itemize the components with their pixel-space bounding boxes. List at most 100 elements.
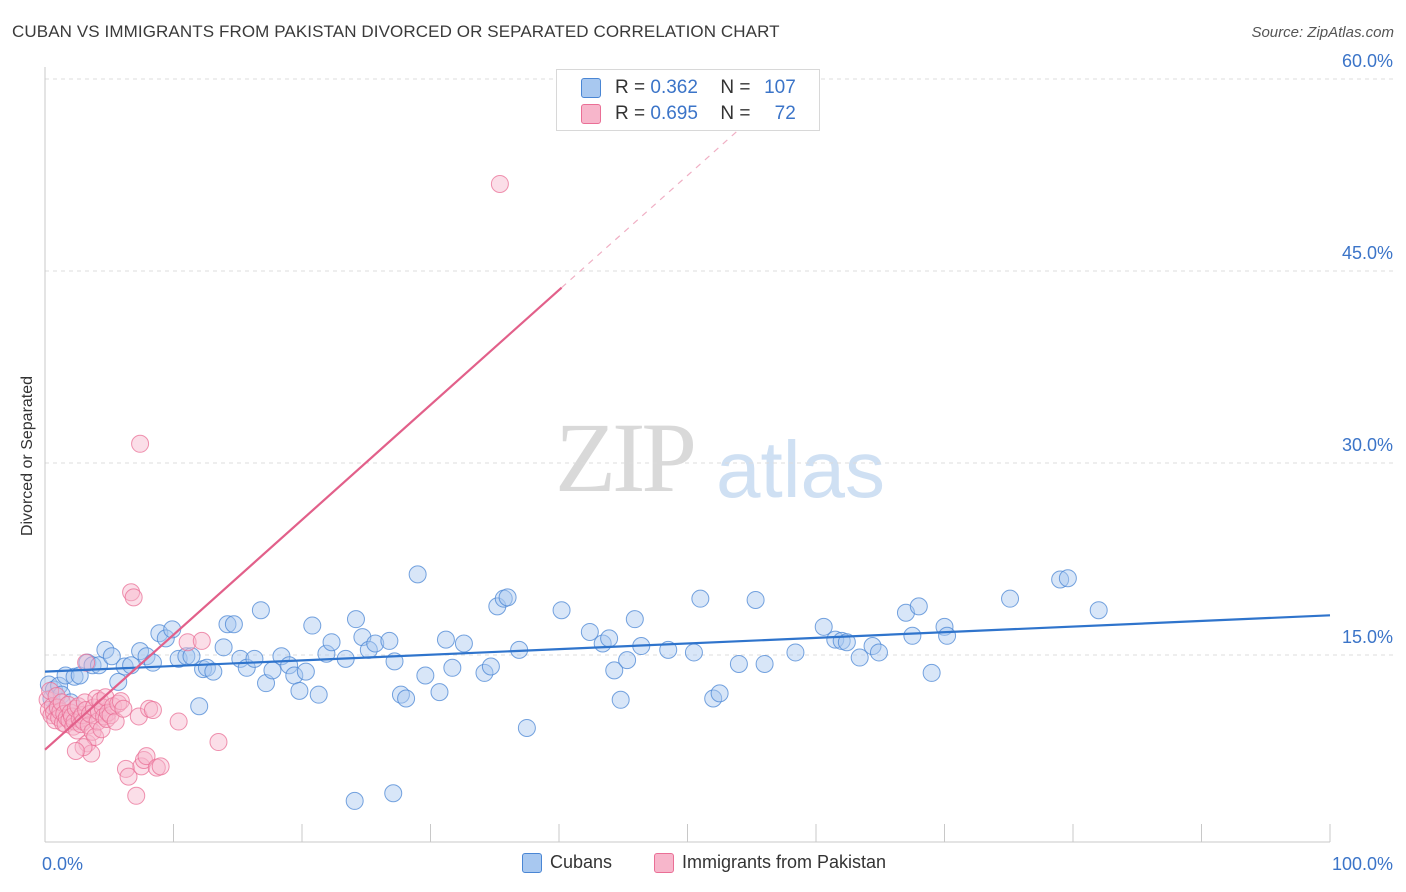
cuban-point[interactable] xyxy=(137,647,156,666)
pakistan-point[interactable] xyxy=(82,744,101,763)
pakistan-point[interactable] xyxy=(127,786,146,805)
pakistan-point[interactable] xyxy=(151,757,170,776)
pakistan-point[interactable] xyxy=(137,747,156,766)
cubans-trend-line xyxy=(44,614,1331,673)
cuban-point[interactable] xyxy=(1089,601,1108,620)
cuban-point[interactable] xyxy=(755,654,774,673)
cuban-point[interactable] xyxy=(416,666,435,685)
cuban-point[interactable] xyxy=(938,626,957,645)
cuban-point[interactable] xyxy=(384,784,403,803)
cuban-point[interactable] xyxy=(251,601,270,620)
cuban-point[interactable] xyxy=(498,588,517,607)
cuban-point[interactable] xyxy=(488,597,507,616)
cuban-point[interactable] xyxy=(1001,589,1020,608)
cuban-point[interactable] xyxy=(600,629,619,648)
cuban-point[interactable] xyxy=(156,629,175,648)
pakistan-point[interactable] xyxy=(143,701,162,720)
cuban-point[interactable] xyxy=(922,663,941,682)
cuban-point[interactable] xyxy=(366,634,385,653)
cuban-point[interactable] xyxy=(746,590,765,609)
cuban-point[interactable] xyxy=(296,662,315,681)
cuban-point[interactable] xyxy=(303,616,322,635)
cuban-point[interactable] xyxy=(245,649,264,668)
pakistan-point[interactable] xyxy=(490,174,509,193)
cuban-point[interactable] xyxy=(224,615,243,634)
cuban-point[interactable] xyxy=(96,640,115,659)
cuban-point[interactable] xyxy=(346,610,365,629)
n-value: 72 xyxy=(774,103,796,124)
cuban-point[interactable] xyxy=(218,615,237,634)
cuban-point[interactable] xyxy=(204,662,223,681)
cuban-point[interactable] xyxy=(345,791,364,810)
cuban-point[interactable] xyxy=(552,601,571,620)
cuban-point[interactable] xyxy=(814,617,833,636)
cuban-point[interactable] xyxy=(443,658,462,677)
cuban-point[interactable] xyxy=(729,654,748,673)
n-value: 107 xyxy=(764,77,796,98)
cuban-point[interactable] xyxy=(322,633,341,652)
cuban-point[interactable] xyxy=(109,672,128,691)
cuban-point[interactable] xyxy=(659,640,678,659)
axes xyxy=(44,67,1331,843)
x-tick-label-min: 0.0% xyxy=(42,854,83,874)
stats-legend-row-pakistan: R = 0.695 N = 72 xyxy=(581,102,796,126)
cuban-point[interactable] xyxy=(436,630,455,649)
legend-label-cubans: Cubans xyxy=(550,852,613,872)
cuban-point[interactable] xyxy=(903,626,922,645)
chart-source: Source: ZipAtlas.com xyxy=(1251,24,1394,41)
cuban-point[interactable] xyxy=(625,610,644,629)
cuban-point[interactable] xyxy=(1051,570,1070,589)
cuban-point[interactable] xyxy=(684,643,703,662)
cuban-point[interactable] xyxy=(605,661,624,680)
pakistan-point[interactable] xyxy=(86,727,105,746)
pakistan-point[interactable] xyxy=(119,767,138,786)
cuban-point[interactable] xyxy=(580,622,599,641)
cuban-point[interactable] xyxy=(1058,569,1077,588)
cuban-point[interactable] xyxy=(290,681,309,700)
cuban-point[interactable] xyxy=(691,589,710,608)
pakistan-point[interactable] xyxy=(131,434,150,453)
cuban-point[interactable] xyxy=(102,647,121,666)
cuban-point[interactable] xyxy=(214,638,233,657)
cuban-point[interactable] xyxy=(869,643,888,662)
cuban-point[interactable] xyxy=(408,565,427,584)
cuban-point[interactable] xyxy=(786,643,805,662)
pakistan-point[interactable] xyxy=(124,588,143,607)
cuban-point[interactable] xyxy=(317,644,336,663)
cuban-point[interactable] xyxy=(380,631,399,650)
pakistan-point[interactable] xyxy=(192,631,211,650)
pakistan-point[interactable] xyxy=(77,653,96,672)
cuban-point[interactable] xyxy=(710,684,729,703)
pakistan-point[interactable] xyxy=(109,694,128,713)
pakistan-point[interactable] xyxy=(122,583,141,602)
cuban-point[interactable] xyxy=(397,689,416,708)
cuban-point[interactable] xyxy=(430,683,449,702)
cuban-point[interactable] xyxy=(826,630,845,649)
cuban-point[interactable] xyxy=(475,663,494,682)
legend-item-cubans[interactable]: Cubans xyxy=(522,852,612,873)
pakistan-legend-swatch xyxy=(654,852,674,873)
cuban-point[interactable] xyxy=(481,657,500,676)
cuban-point[interactable] xyxy=(837,633,856,652)
pakistan-trend-line xyxy=(44,286,563,751)
cuban-point[interactable] xyxy=(309,685,328,704)
pakistan-point[interactable] xyxy=(75,693,94,712)
y-tick-label: 45.0% xyxy=(1342,243,1393,263)
pakistan-point[interactable] xyxy=(169,712,188,731)
cuban-point[interactable] xyxy=(850,648,869,667)
cuban-point[interactable] xyxy=(618,651,637,670)
legend-item-pakistan[interactable]: Immigrants from Pakistan xyxy=(654,852,886,873)
cuban-point[interactable] xyxy=(190,697,209,716)
cuban-point[interactable] xyxy=(909,597,928,616)
cuban-point[interactable] xyxy=(863,637,882,656)
cuban-point[interactable] xyxy=(143,653,162,672)
pakistan-point[interactable] xyxy=(178,633,197,652)
cuban-point[interactable] xyxy=(611,690,630,709)
pakistan-point[interactable] xyxy=(209,733,228,752)
pakistan-point[interactable] xyxy=(66,742,85,760)
pakistan-point[interactable] xyxy=(114,699,133,718)
cuban-point[interactable] xyxy=(115,657,134,676)
cuban-point[interactable] xyxy=(517,718,536,737)
cuban-point[interactable] xyxy=(454,634,473,653)
